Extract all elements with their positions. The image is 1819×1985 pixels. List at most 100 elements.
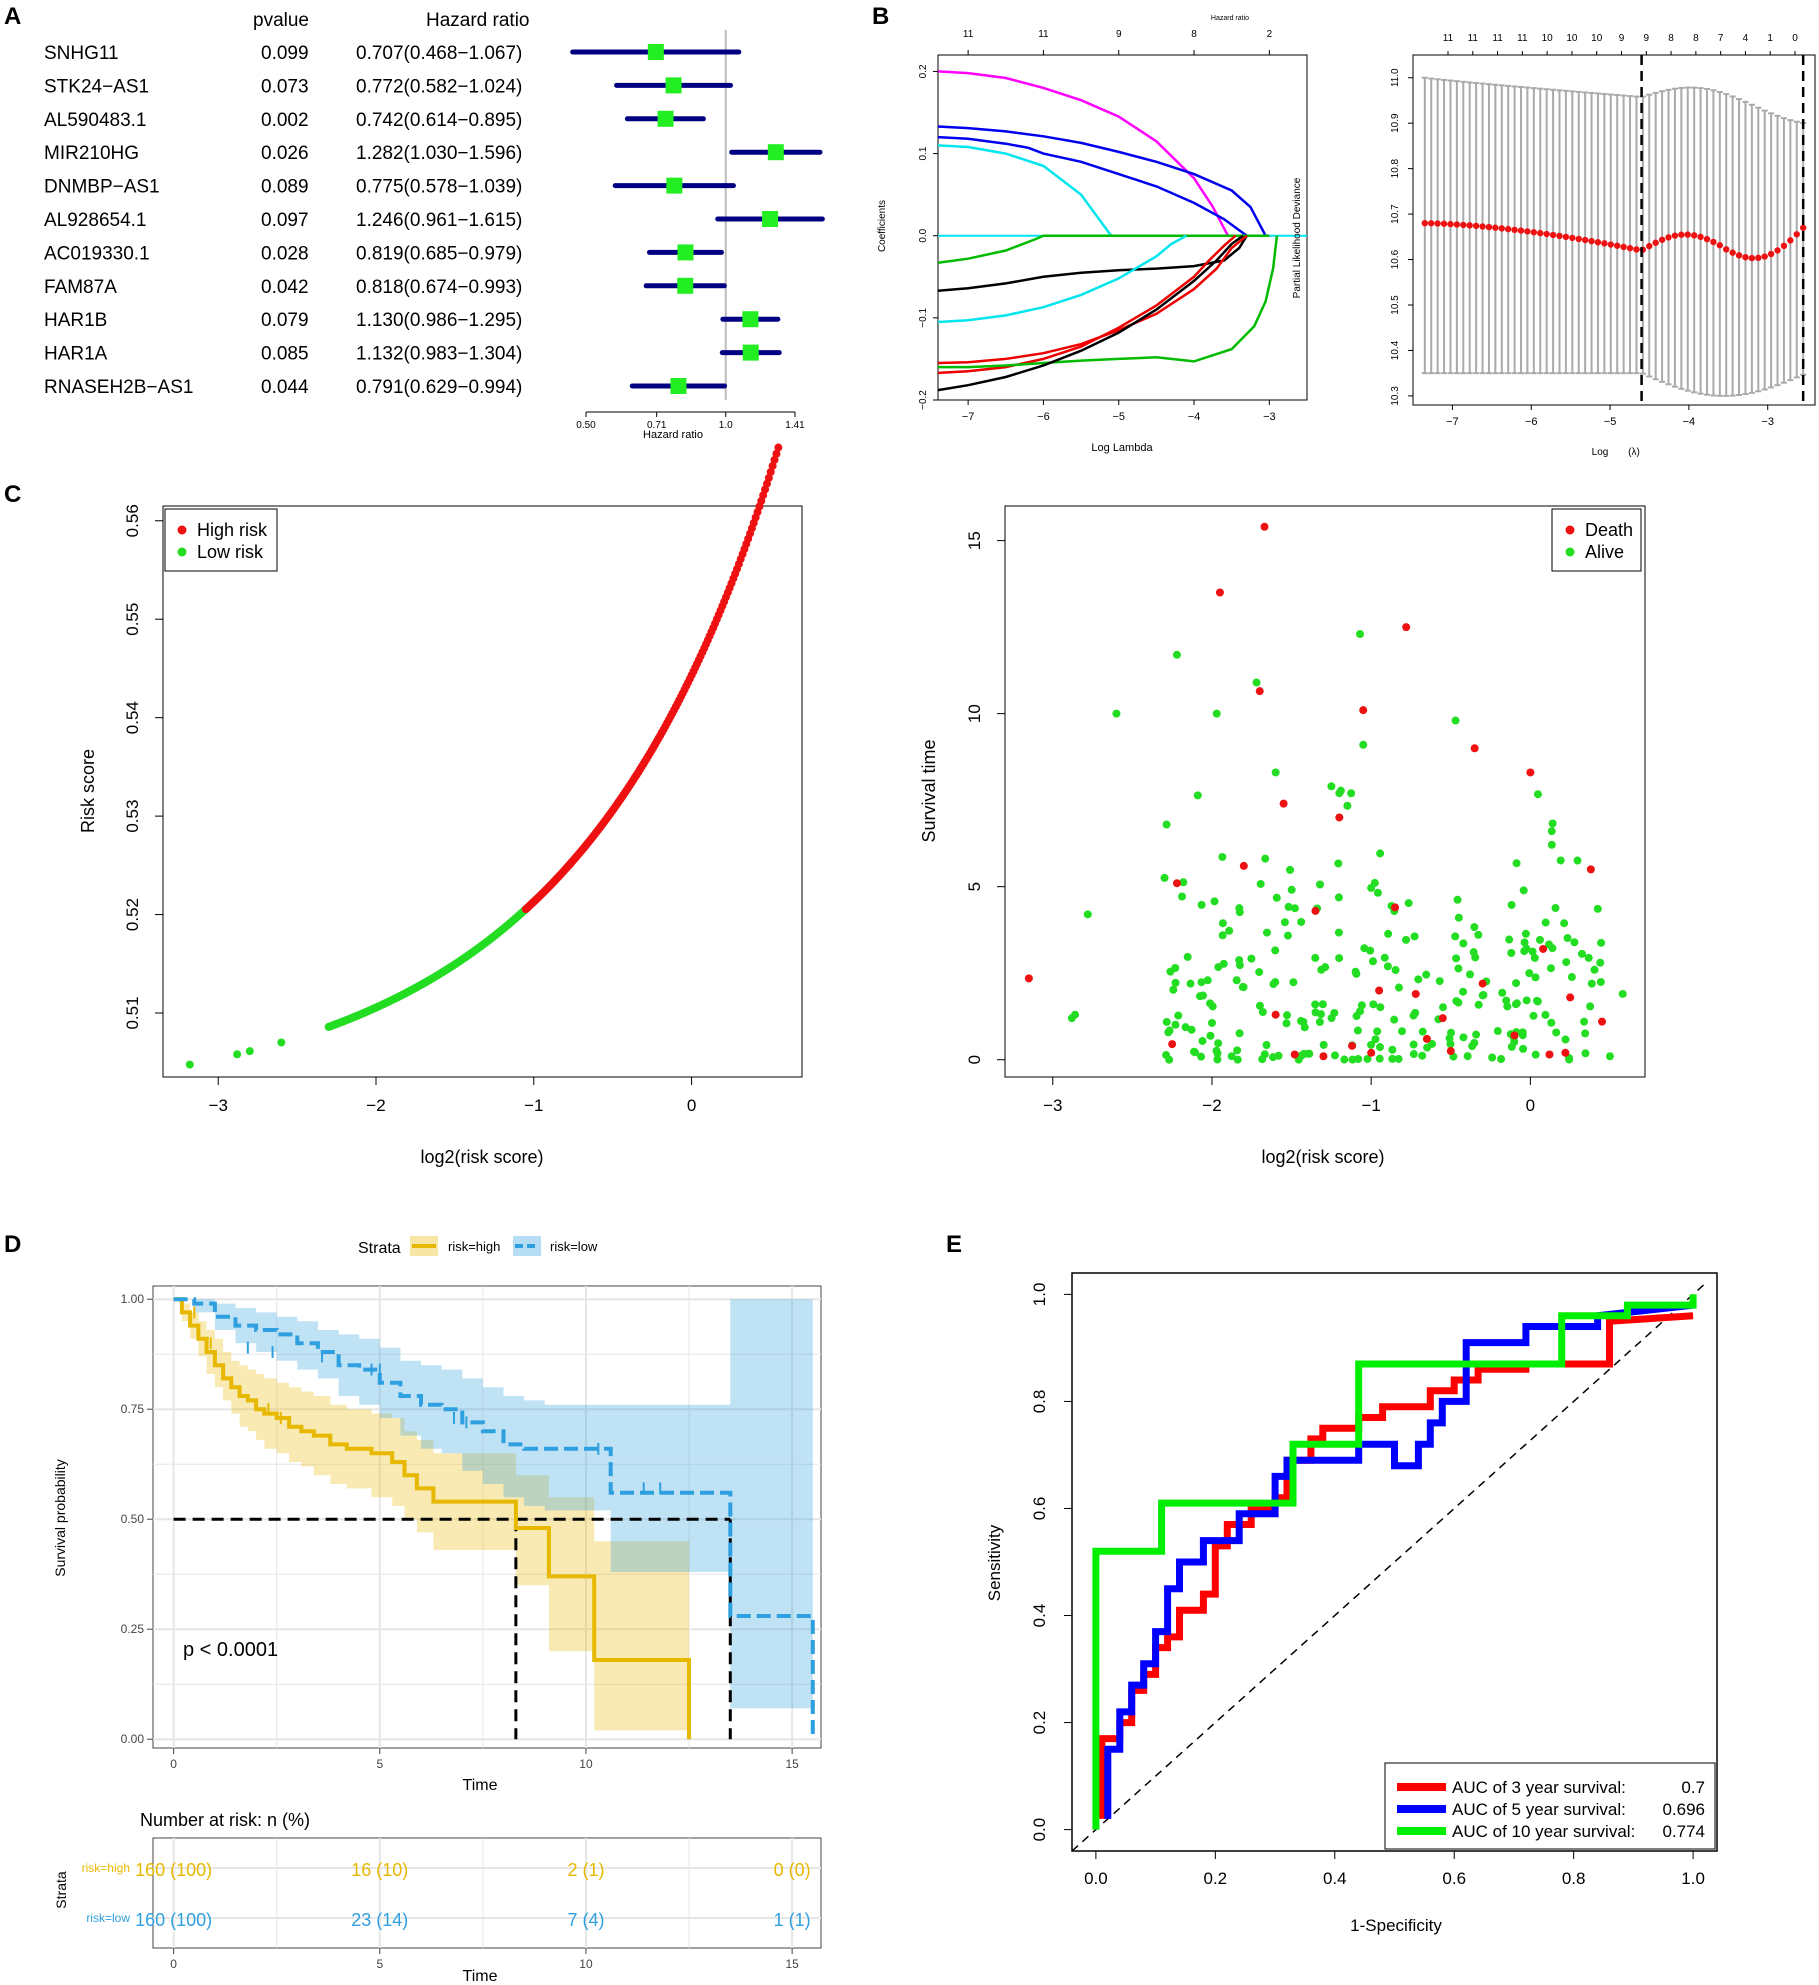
- km-survival-plot: 0 5 10 15 0.00 0.25 0.50 0.75 1.00 160 (100) 16 (1…: [121, 1236, 822, 1971]
- risk-table-title: Number at risk: n (%): [140, 1810, 310, 1830]
- survival-time-point-alive: [1197, 978, 1206, 987]
- lasso-x-tick-label: −5: [1112, 411, 1125, 423]
- survival-time-point-alive: [1225, 926, 1234, 935]
- forest-hr-text: 0.775(0.578−1.039): [356, 177, 522, 198]
- survival-time-point-alive: [1193, 791, 1202, 800]
- survival-time-point-alive: [1370, 878, 1379, 887]
- cv-mean-point: [1472, 222, 1480, 230]
- survival-time-point-alive: [1258, 1008, 1267, 1017]
- lasso-x-tick-label: −3: [1263, 411, 1276, 423]
- survival-time-point-alive: [1556, 856, 1565, 865]
- forest-point: [670, 378, 687, 394]
- survival-time-point-alive: [1212, 709, 1221, 718]
- lasso-path-cyan2: [937, 234, 1188, 324]
- roc-curve-3yr: [1098, 1312, 1694, 1819]
- cv-mean-point: [1607, 241, 1614, 248]
- km-x-tick-label: 5: [376, 1757, 383, 1771]
- survival-time-x-tick-label: 0: [1526, 1096, 1535, 1115]
- survival-time-point-alive: [1235, 1029, 1244, 1038]
- risk-score-x-tick-label: 0: [687, 1096, 696, 1115]
- survival-time-point-alive: [1402, 935, 1411, 944]
- survival-time-point-alive: [1371, 1035, 1380, 1044]
- survival-time-point-alive: [1199, 991, 1208, 1000]
- roc-diagonal: [1071, 1283, 1706, 1852]
- forest-x-tick-label: 1.41: [785, 420, 805, 431]
- survival-time-point-alive: [1474, 1000, 1483, 1009]
- km-plot-frame: [152, 1285, 822, 1749]
- roc-xlabel: 1-Specificity: [1350, 1916, 1442, 1935]
- roc-ylabel: Sensitivity: [985, 1524, 1004, 1601]
- panel-label-a: A: [4, 3, 21, 30]
- survival-time-point-alive: [1454, 913, 1463, 922]
- survival-time-point-alive: [1165, 1055, 1174, 1064]
- cv-mean-point: [1428, 220, 1435, 227]
- roc-legend-label: AUC of 5 year survival:: [1452, 1800, 1626, 1819]
- survival-time-point-alive: [1541, 1010, 1550, 1019]
- survival-time-point-death: [1172, 879, 1181, 888]
- cv-mean-point: [1479, 223, 1486, 230]
- forest-gene-label: DNMBP−AS1: [44, 177, 160, 198]
- roc-x-tick-label: 0.2: [1204, 1869, 1228, 1888]
- survival-time-point-alive: [1235, 904, 1244, 913]
- survival-time-point-death: [1411, 989, 1420, 998]
- forest-hr-text: 1.246(0.961−1.615): [356, 210, 522, 231]
- survival-time-point-alive: [1454, 964, 1463, 973]
- risk-table-x-tick-label: 5: [376, 1957, 383, 1971]
- survival-time-point-alive: [1255, 968, 1264, 977]
- lasso-path-cyan1: [937, 144, 1113, 237]
- survival-time-point-alive: [1422, 970, 1431, 979]
- cv-mean-point: [1716, 242, 1724, 249]
- forest-gene-label: FAM87A: [44, 277, 117, 298]
- risk-score-y-tick-label: 0.54: [123, 701, 142, 734]
- survival-time-point-alive: [1343, 801, 1352, 810]
- lasso-path-green2: [938, 235, 1279, 369]
- cv-mean-point: [1626, 244, 1634, 252]
- survival-time-point-alive: [1319, 1040, 1328, 1049]
- survival-time-point-alive: [1459, 1033, 1468, 1042]
- km-xlabel: Time: [463, 1777, 498, 1794]
- survival-time-point-death: [1422, 1034, 1431, 1043]
- survival-time-point-alive: [1533, 790, 1542, 799]
- lasso-y-tick-label: 0.2: [918, 64, 929, 78]
- forest-hr-text: 0.791(0.629−0.994): [356, 377, 522, 398]
- risk-score-y-tick-label: 0.55: [123, 603, 142, 636]
- cv-top-tick-label: 11: [1517, 33, 1528, 44]
- survival-time-point-alive: [1411, 1008, 1420, 1017]
- cv-top-tick-label: 10: [1566, 33, 1578, 44]
- km-legend-low: risk=low: [550, 1239, 598, 1254]
- survival-time-point-alive: [1165, 1026, 1174, 1035]
- cv-mean-point: [1723, 246, 1730, 253]
- survival-time-point-alive: [1394, 983, 1403, 992]
- survival-time-point-death: [1510, 1031, 1519, 1040]
- cv-mean-point: [1646, 242, 1653, 250]
- survival-time-point-alive: [1593, 904, 1602, 913]
- forest-hr-text: 0.819(0.685−0.979): [356, 243, 522, 264]
- survival-time-point-alive: [1479, 991, 1488, 1000]
- survival-time-point-death: [1391, 903, 1400, 912]
- risk-score-x-tick-label: −2: [366, 1096, 385, 1115]
- survival-time-point-alive: [1198, 1036, 1207, 1045]
- panel-label-d: D: [4, 1231, 21, 1258]
- cv-mean-point: [1517, 227, 1525, 234]
- survival-time-point-alive: [1334, 893, 1343, 902]
- survival-time-point-death: [1402, 623, 1411, 632]
- forest-x-tick-label: 0.50: [576, 420, 596, 431]
- survival-time-legend-dot-alive: [1565, 547, 1575, 557]
- survival-time-point-alive: [1289, 978, 1298, 987]
- cv-mean-point: [1799, 224, 1807, 231]
- roc-y-tick-label: 0.0: [1030, 1818, 1049, 1842]
- survival-time-point-alive: [1459, 987, 1468, 996]
- survival-time-point-alive: [1391, 966, 1400, 975]
- cv-mean-point: [1684, 231, 1691, 238]
- survival-time-point-alive: [1512, 859, 1521, 868]
- forest-pvalue: 0.028: [261, 243, 309, 264]
- cv-mean-point: [1421, 219, 1429, 227]
- survival-time-point-alive: [1435, 977, 1444, 986]
- survival-time-point-alive: [1530, 953, 1539, 962]
- forest-gene-label: STK24−AS1: [44, 76, 149, 97]
- survival-time-point-alive: [1388, 1054, 1397, 1063]
- forest-hr-text: 0.818(0.674−0.993): [356, 277, 522, 298]
- roc-y-tick-label: 0.2: [1030, 1711, 1049, 1735]
